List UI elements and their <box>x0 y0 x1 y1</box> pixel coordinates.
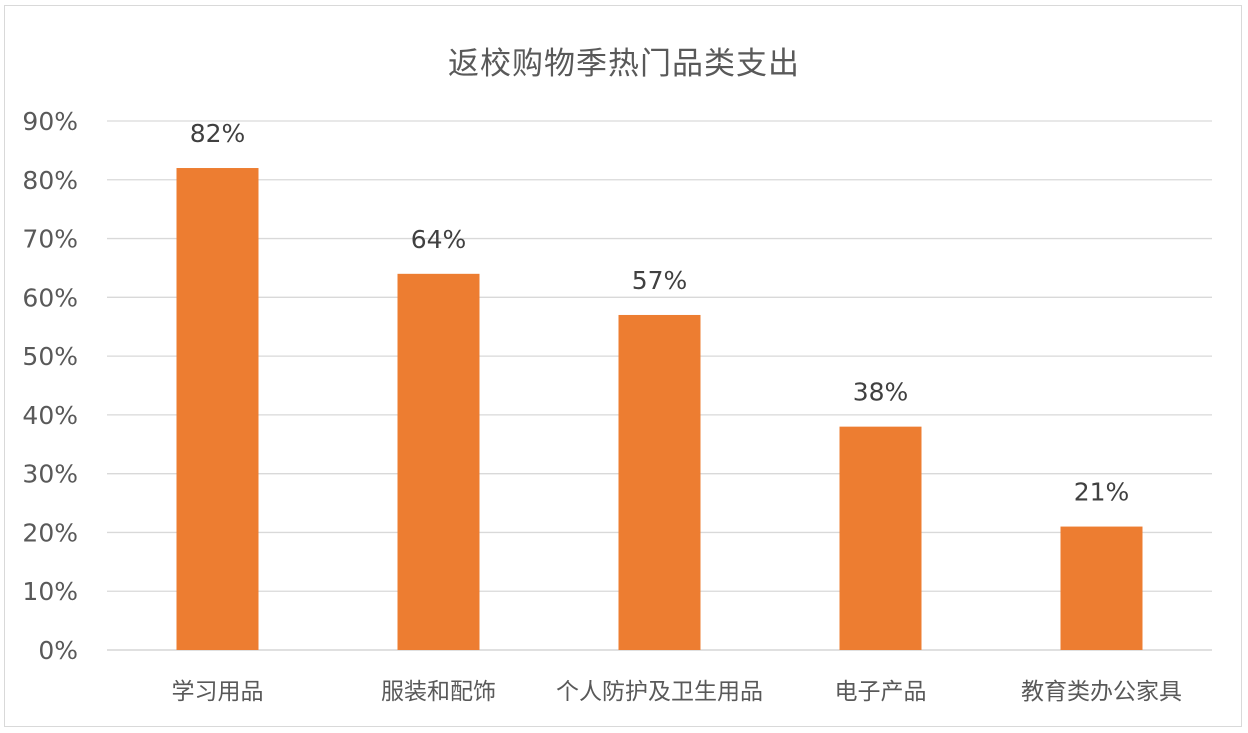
y-axis-tick-labels: 0% 10% 20% 30% 40% 50% 60% 70% 80% 90% <box>22 107 78 665</box>
y-tick-label: 10% <box>22 577 78 606</box>
bars <box>176 168 1143 650</box>
y-tick-label: 70% <box>22 225 78 254</box>
data-labels: 82% 64% 57% 38% 21% <box>190 119 1130 507</box>
data-label: 38% <box>853 378 909 407</box>
y-tick-label: 90% <box>22 107 78 136</box>
data-label: 21% <box>1074 478 1130 507</box>
x-category-label: 电子产品 <box>835 679 927 705</box>
data-label: 64% <box>411 225 467 254</box>
x-category-label: 教育类办公家具 <box>1021 679 1182 705</box>
data-label: 57% <box>632 266 688 295</box>
y-tick-label: 80% <box>22 166 78 195</box>
data-label: 82% <box>190 119 246 148</box>
bar <box>839 426 922 650</box>
chart-title: 返校购物季热门品类支出 <box>448 46 800 82</box>
y-tick-label: 50% <box>22 342 78 371</box>
y-tick-label: 60% <box>22 283 78 312</box>
x-category-label: 个人防护及卫生用品 <box>556 679 763 705</box>
y-tick-label: 30% <box>22 460 78 489</box>
y-tick-label: 0% <box>38 636 78 665</box>
bar <box>618 314 701 650</box>
bar <box>1060 526 1143 650</box>
x-category-label: 学习用品 <box>172 679 264 705</box>
bar <box>176 168 259 650</box>
x-axis-category-labels: 学习用品 服装和配饰 个人防护及卫生用品 电子产品 教育类办公家具 <box>172 679 1183 705</box>
y-tick-label: 20% <box>22 518 78 547</box>
y-tick-label: 40% <box>22 401 78 430</box>
x-category-label: 服装和配饰 <box>381 679 496 705</box>
bar <box>397 273 480 650</box>
